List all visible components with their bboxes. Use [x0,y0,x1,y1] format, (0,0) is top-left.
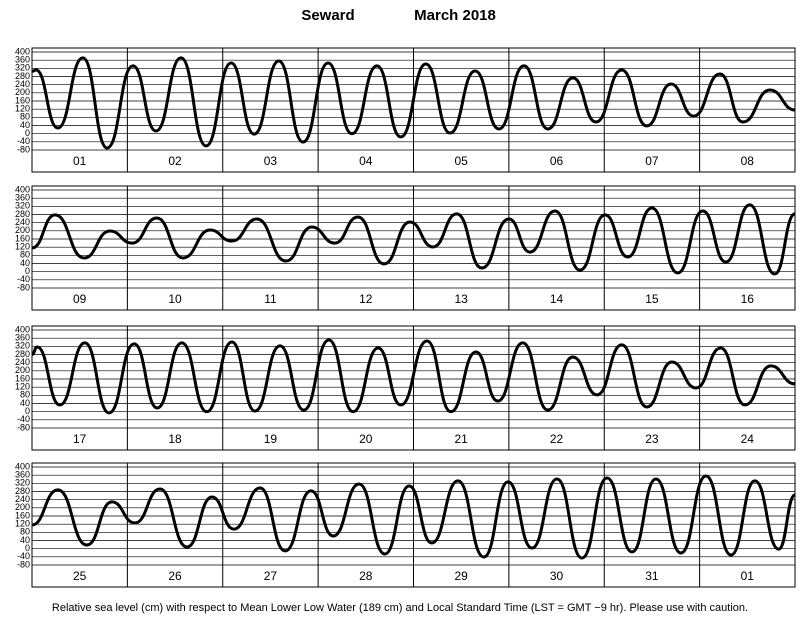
day-label: 20 [359,432,373,446]
y-tick-label: 200 [15,365,30,375]
y-tick-label: 240 [15,357,30,367]
y-tick-label: 40 [20,258,30,268]
y-tick-label: 0 [25,266,30,276]
y-tick-label: 280 [15,209,30,219]
day-label: 01 [741,569,755,583]
tide-curve [31,474,797,560]
y-tick-label: 80 [20,112,30,122]
y-tick-label: 0 [25,128,30,138]
day-label: 29 [455,569,469,583]
day-label: 19 [264,432,278,446]
y-tick-label: 320 [15,341,30,351]
y-tick-label: -80 [17,422,30,432]
day-label: 25 [73,569,87,583]
day-label: 27 [264,569,278,583]
y-tick-label: 40 [20,120,30,130]
day-label: 12 [359,292,373,306]
y-tick-label: 400 [15,46,30,56]
y-tick-label: 400 [15,461,30,471]
y-tick-label: 360 [15,470,30,480]
y-tick-label: 120 [15,104,30,114]
y-tick-label: 240 [15,494,30,504]
day-label: 02 [168,154,182,168]
day-label: 09 [73,292,87,306]
y-tick-label: -80 [17,282,30,292]
day-label: 04 [359,154,373,168]
day-label: 23 [645,432,659,446]
y-tick-label: 400 [15,324,30,334]
y-tick-label: 240 [15,217,30,227]
y-tick-label: 320 [15,201,30,211]
y-tick-label: 160 [15,373,30,383]
footnote: Relative sea level (cm) with respect to … [52,602,748,614]
y-tick-label: 80 [20,250,30,260]
tide-curve [31,203,796,276]
day-label: 18 [168,432,182,446]
y-tick-label: -40 [17,551,30,561]
y-tick-label: 0 [25,406,30,416]
day-label: 26 [168,569,182,583]
y-tick-label: 280 [15,349,30,359]
y-tick-label: 80 [20,390,30,400]
day-label: 31 [645,569,659,583]
y-tick-label: 200 [15,87,30,97]
day-label: 05 [455,154,469,168]
day-label: 10 [168,292,182,306]
y-tick-label: 360 [15,333,30,343]
y-tick-label: 320 [15,478,30,488]
day-label: 06 [550,154,564,168]
day-label: 01 [73,154,87,168]
y-tick-label: 280 [15,486,30,496]
y-tick-label: 360 [15,55,30,65]
y-tick-label: 160 [15,233,30,243]
tide-curve [31,338,796,415]
y-tick-label: 160 [15,95,30,105]
y-tick-label: 240 [15,79,30,89]
day-label: 11 [264,292,277,306]
day-label: 03 [264,154,278,168]
station-title: Seward [301,7,354,24]
day-label: 14 [550,292,564,306]
y-tick-label: -80 [17,559,30,569]
y-tick-label: 200 [15,225,30,235]
y-tick-label: 400 [15,184,30,194]
day-label: 30 [550,569,564,583]
y-tick-label: 120 [15,382,30,392]
y-tick-label: 80 [20,527,30,537]
day-label: 21 [455,432,469,446]
day-label: 28 [359,569,373,583]
day-label: 08 [741,154,755,168]
day-label: 15 [645,292,659,306]
y-tick-label: 320 [15,63,30,73]
y-tick-label: 0 [25,543,30,553]
day-label: 17 [73,432,87,446]
tide-curve [31,56,796,150]
y-tick-label: 360 [15,193,30,203]
day-label: 24 [741,432,755,446]
day-label: 22 [550,432,564,446]
y-tick-label: 280 [15,71,30,81]
day-label: 16 [741,292,755,306]
y-tick-label: -80 [17,144,30,154]
y-tick-label: 120 [15,519,30,529]
day-label: 13 [455,292,469,306]
y-tick-label: -40 [17,274,30,284]
y-tick-label: 40 [20,398,30,408]
period-title: March 2018 [414,7,496,24]
y-tick-label: 160 [15,510,30,520]
y-tick-label: -40 [17,414,30,424]
y-tick-label: 120 [15,242,30,252]
y-tick-label: 200 [15,502,30,512]
day-label: 07 [645,154,659,168]
y-tick-label: -40 [17,136,30,146]
y-tick-label: 40 [20,535,30,545]
